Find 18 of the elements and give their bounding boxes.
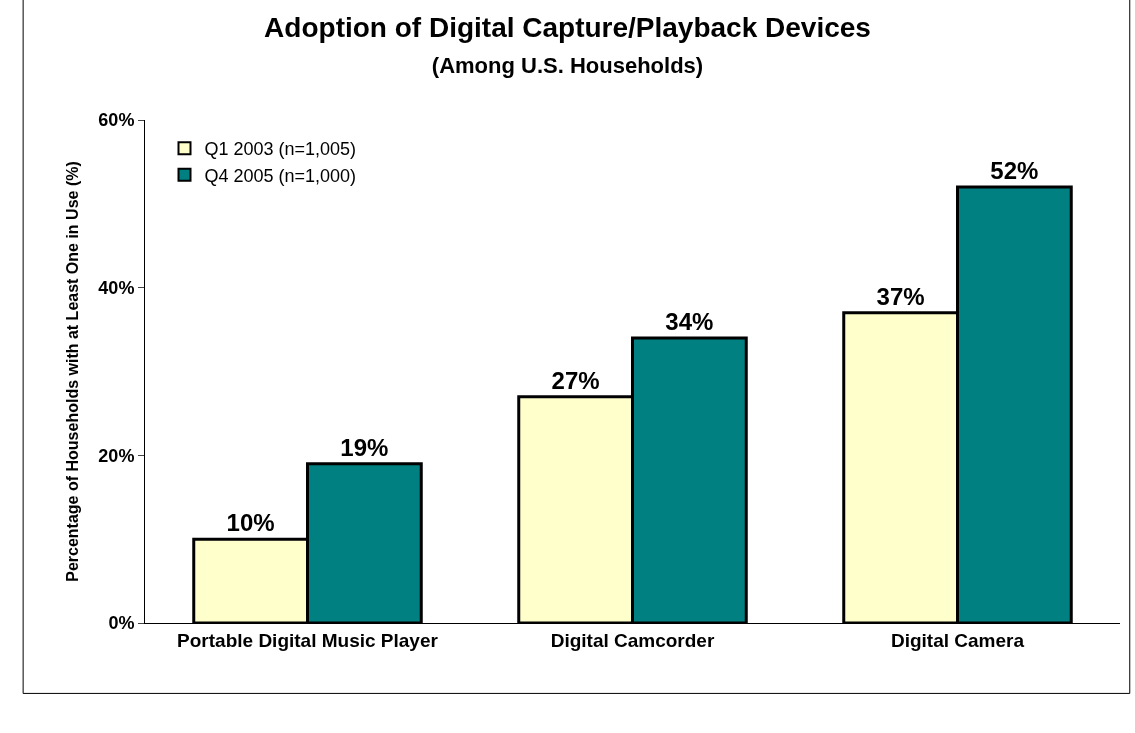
data-label: 52% — [990, 157, 1039, 185]
y-tick-label: 20% — [98, 445, 135, 466]
data-label: 10% — [226, 509, 275, 537]
legend-label: Q1 2003 (n=1,005) — [204, 139, 357, 160]
data-label: 34% — [665, 307, 714, 335]
chart-subtitle: (Among U.S. Households) — [431, 53, 704, 79]
data-label: 19% — [340, 433, 389, 461]
x-tick-label: Digital Camera — [890, 629, 1025, 651]
chart-title: Adoption of Digital Capture/Playback Devices — [264, 11, 871, 43]
x-tick-label: Digital Camcorder — [550, 629, 715, 651]
y-tick-label: 60% — [98, 110, 135, 131]
data-label: 27% — [551, 366, 600, 394]
data-label: 37% — [876, 282, 925, 310]
legend-label: Q4 2005 (n=1,000) — [204, 165, 357, 186]
y-tick-label: 40% — [98, 277, 135, 298]
x-tick-label: Portable Digital Music Player — [177, 629, 439, 651]
y-axis-title: Percentage of Households with at Least One in Use (%) — [64, 161, 82, 582]
y-tick-label: 0% — [108, 613, 135, 634]
